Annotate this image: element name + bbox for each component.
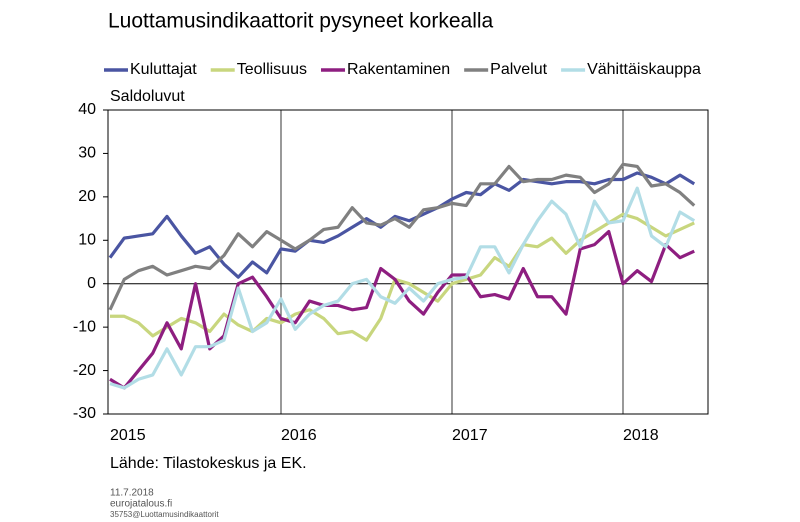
chart-title: Luottamusindikaattorit pysyneet korkeall… [108, 10, 494, 33]
series-line [108, 171, 696, 279]
y-axis-label: Saldoluvut [110, 88, 185, 105]
series-line [110, 212, 695, 342]
legend-label: Rakentaminen [347, 61, 450, 78]
y-tick-label: -10 [73, 318, 96, 335]
y-tick-label: -30 [73, 405, 96, 422]
y-tick-label: 20 [78, 188, 96, 205]
y-tick-label: 30 [78, 145, 96, 162]
legend-label: Palvelut [490, 61, 547, 78]
plot-area [107, 109, 709, 415]
series-line [108, 162, 696, 311]
x-tick-label: 2015 [110, 427, 146, 444]
legend-label: Vähittäiskauppa [587, 61, 701, 78]
legend-label: Kuluttajat [130, 61, 197, 78]
y-tick-label: 0 [87, 275, 96, 292]
x-tick-label: 2016 [281, 427, 317, 444]
legend-label: Teollisuus [237, 61, 307, 78]
x-tick-label: 2017 [452, 427, 488, 444]
y-tick-label: 10 [78, 232, 96, 249]
footer-id: 35753@Luottamusindikaattorit [110, 510, 219, 519]
footer-date: 11.7.2018 [110, 488, 154, 499]
series-line [109, 186, 696, 390]
y-tick-label: 40 [78, 101, 96, 118]
source: Lähde: Tilastokeskus ja EK. [110, 455, 307, 472]
x-tick-label: 2018 [623, 427, 659, 444]
footer-site: eurojatalous.fi [110, 499, 172, 510]
y-tick-label: -20 [73, 362, 96, 379]
series-line [109, 230, 695, 390]
